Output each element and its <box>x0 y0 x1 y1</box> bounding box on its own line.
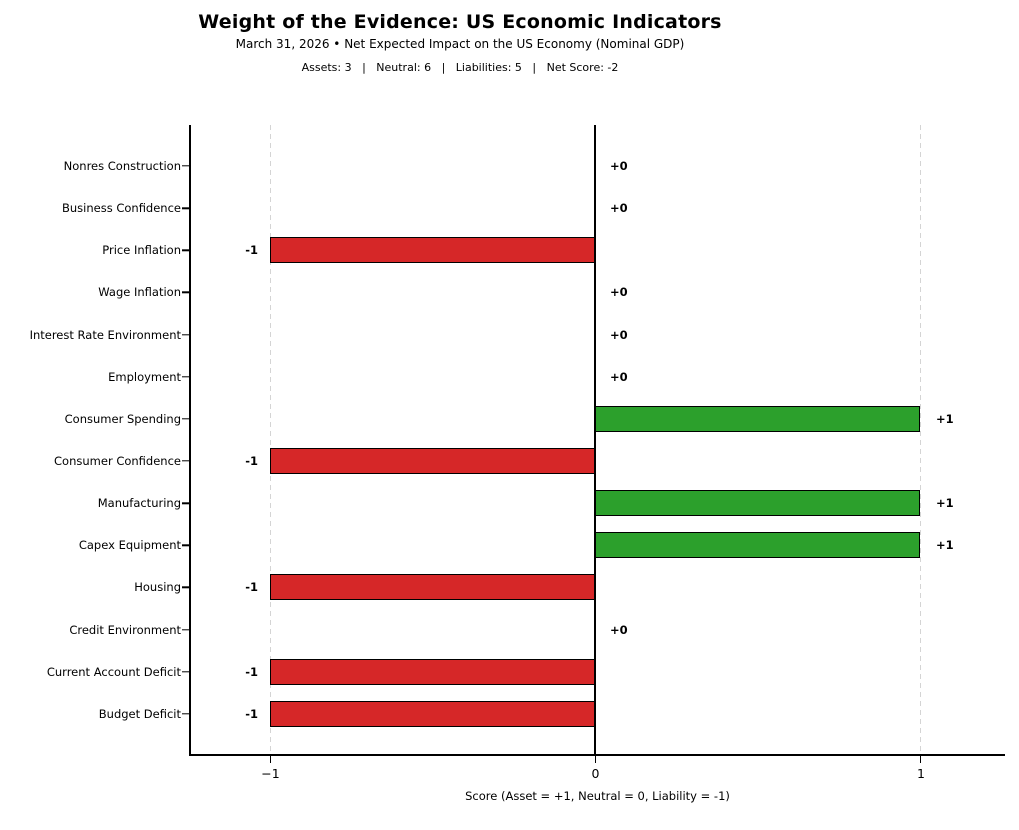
x-tick-label-plus1: 1 <box>917 766 925 781</box>
liability-bar <box>270 574 596 601</box>
y-tick <box>182 165 190 167</box>
value-label: +1 <box>936 496 954 511</box>
zero-baseline <box>594 125 596 755</box>
category-label: Employment <box>108 369 181 384</box>
x-tick-label-minus1: −1 <box>261 766 280 781</box>
y-tick <box>182 671 190 673</box>
chart-stats-line: Assets: 3 | Neutral: 6 | Liabilities: 5 … <box>301 61 619 74</box>
liability-bar <box>270 448 596 475</box>
chart-row: Consumer Confidence -1 <box>54 440 1005 482</box>
y-tick <box>182 586 190 589</box>
category-label: Current Account Deficit <box>46 664 181 679</box>
chart-row: Credit Environment +0 <box>69 609 1005 651</box>
chart-row: Manufacturing +1 <box>98 482 1005 524</box>
category-label: Price Inflation <box>102 243 181 258</box>
value-label: +0 <box>610 285 628 300</box>
value-label: -1 <box>245 243 258 258</box>
value-label: +1 <box>936 538 954 553</box>
chart-row: Business Confidence +0 <box>62 187 1005 229</box>
chart-row: Nonres Construction +0 <box>64 145 1005 187</box>
gridline-plus1 <box>920 125 922 755</box>
x-tick-zero <box>594 755 596 763</box>
plot-area: Nonres Construction +0 Business Confidence… <box>30 125 1005 803</box>
y-tick <box>182 713 190 715</box>
y-tick <box>182 249 190 252</box>
x-axis-spine <box>189 754 1005 756</box>
value-label: +1 <box>936 411 954 426</box>
value-label: +0 <box>610 369 628 384</box>
y-tick <box>182 207 190 209</box>
y-tick <box>182 628 190 631</box>
gridline-minus1 <box>270 125 272 755</box>
category-label: Nonres Construction <box>63 159 181 174</box>
y-tick <box>182 333 190 336</box>
chart-subtitle: March 31, 2026 • Net Expected Impact on … <box>235 37 685 51</box>
category-label: Budget Deficit <box>98 706 181 721</box>
category-label: Capex Equipment <box>78 538 181 553</box>
x-tick-minus1 <box>270 755 272 763</box>
asset-bar <box>594 532 920 559</box>
chart-title: Weight of the Evidence: US Economic Indi… <box>198 11 722 33</box>
category-label: Interest Rate Environment <box>29 327 181 342</box>
category-label: Manufacturing <box>97 496 181 511</box>
value-label: -1 <box>245 580 258 595</box>
asset-bar <box>594 490 920 517</box>
x-tick-label-zero: 0 <box>591 766 600 781</box>
chart-row: Wage Inflation +0 <box>98 271 1005 313</box>
chart-row: Consumer Spending +1 <box>65 398 1005 440</box>
value-label: -1 <box>245 664 258 679</box>
category-label: Business Confidence <box>61 201 181 216</box>
chart-row: Capex Equipment +1 <box>79 524 1005 566</box>
chart-row: Housing -1 <box>134 566 1005 608</box>
category-label: Wage Inflation <box>98 285 181 300</box>
value-label: -1 <box>245 706 258 721</box>
y-tick <box>182 376 190 378</box>
liability-bar <box>270 237 596 264</box>
category-label: Consumer Spending <box>64 411 181 426</box>
liability-bar <box>270 658 596 685</box>
chart-row: Employment +0 <box>108 356 1005 398</box>
y-axis-spine <box>189 125 191 755</box>
y-tick <box>182 460 190 462</box>
y-tick <box>182 544 190 547</box>
category-label: Housing <box>134 580 181 595</box>
chart-row: Budget Deficit -1 <box>99 693 1005 735</box>
value-label: -1 <box>245 454 258 469</box>
value-label: +0 <box>610 201 628 216</box>
category-label: Consumer Confidence <box>54 454 181 469</box>
x-axis-label: Score (Asset = +1, Neutral = 0, Liabilit… <box>465 789 730 803</box>
value-label: +0 <box>610 327 628 342</box>
chart-row: Current Account Deficit -1 <box>47 651 1005 693</box>
asset-bar <box>594 405 920 432</box>
chart-header: Weight of the Evidence: US Economic Indi… <box>0 0 920 74</box>
y-tick <box>182 502 190 504</box>
chart-row: Price Inflation -1 <box>102 229 1005 271</box>
x-tick-plus1 <box>920 755 922 763</box>
bars-container: Nonres Construction +0 Business Confidence… <box>30 125 1005 755</box>
category-label: Credit Environment <box>69 622 181 637</box>
chart-row: Interest Rate Environment +0 <box>30 314 1005 356</box>
value-label: +0 <box>610 622 628 637</box>
y-tick <box>182 418 190 420</box>
value-label: +0 <box>610 159 628 174</box>
y-tick <box>182 291 190 294</box>
liability-bar <box>270 700 596 727</box>
